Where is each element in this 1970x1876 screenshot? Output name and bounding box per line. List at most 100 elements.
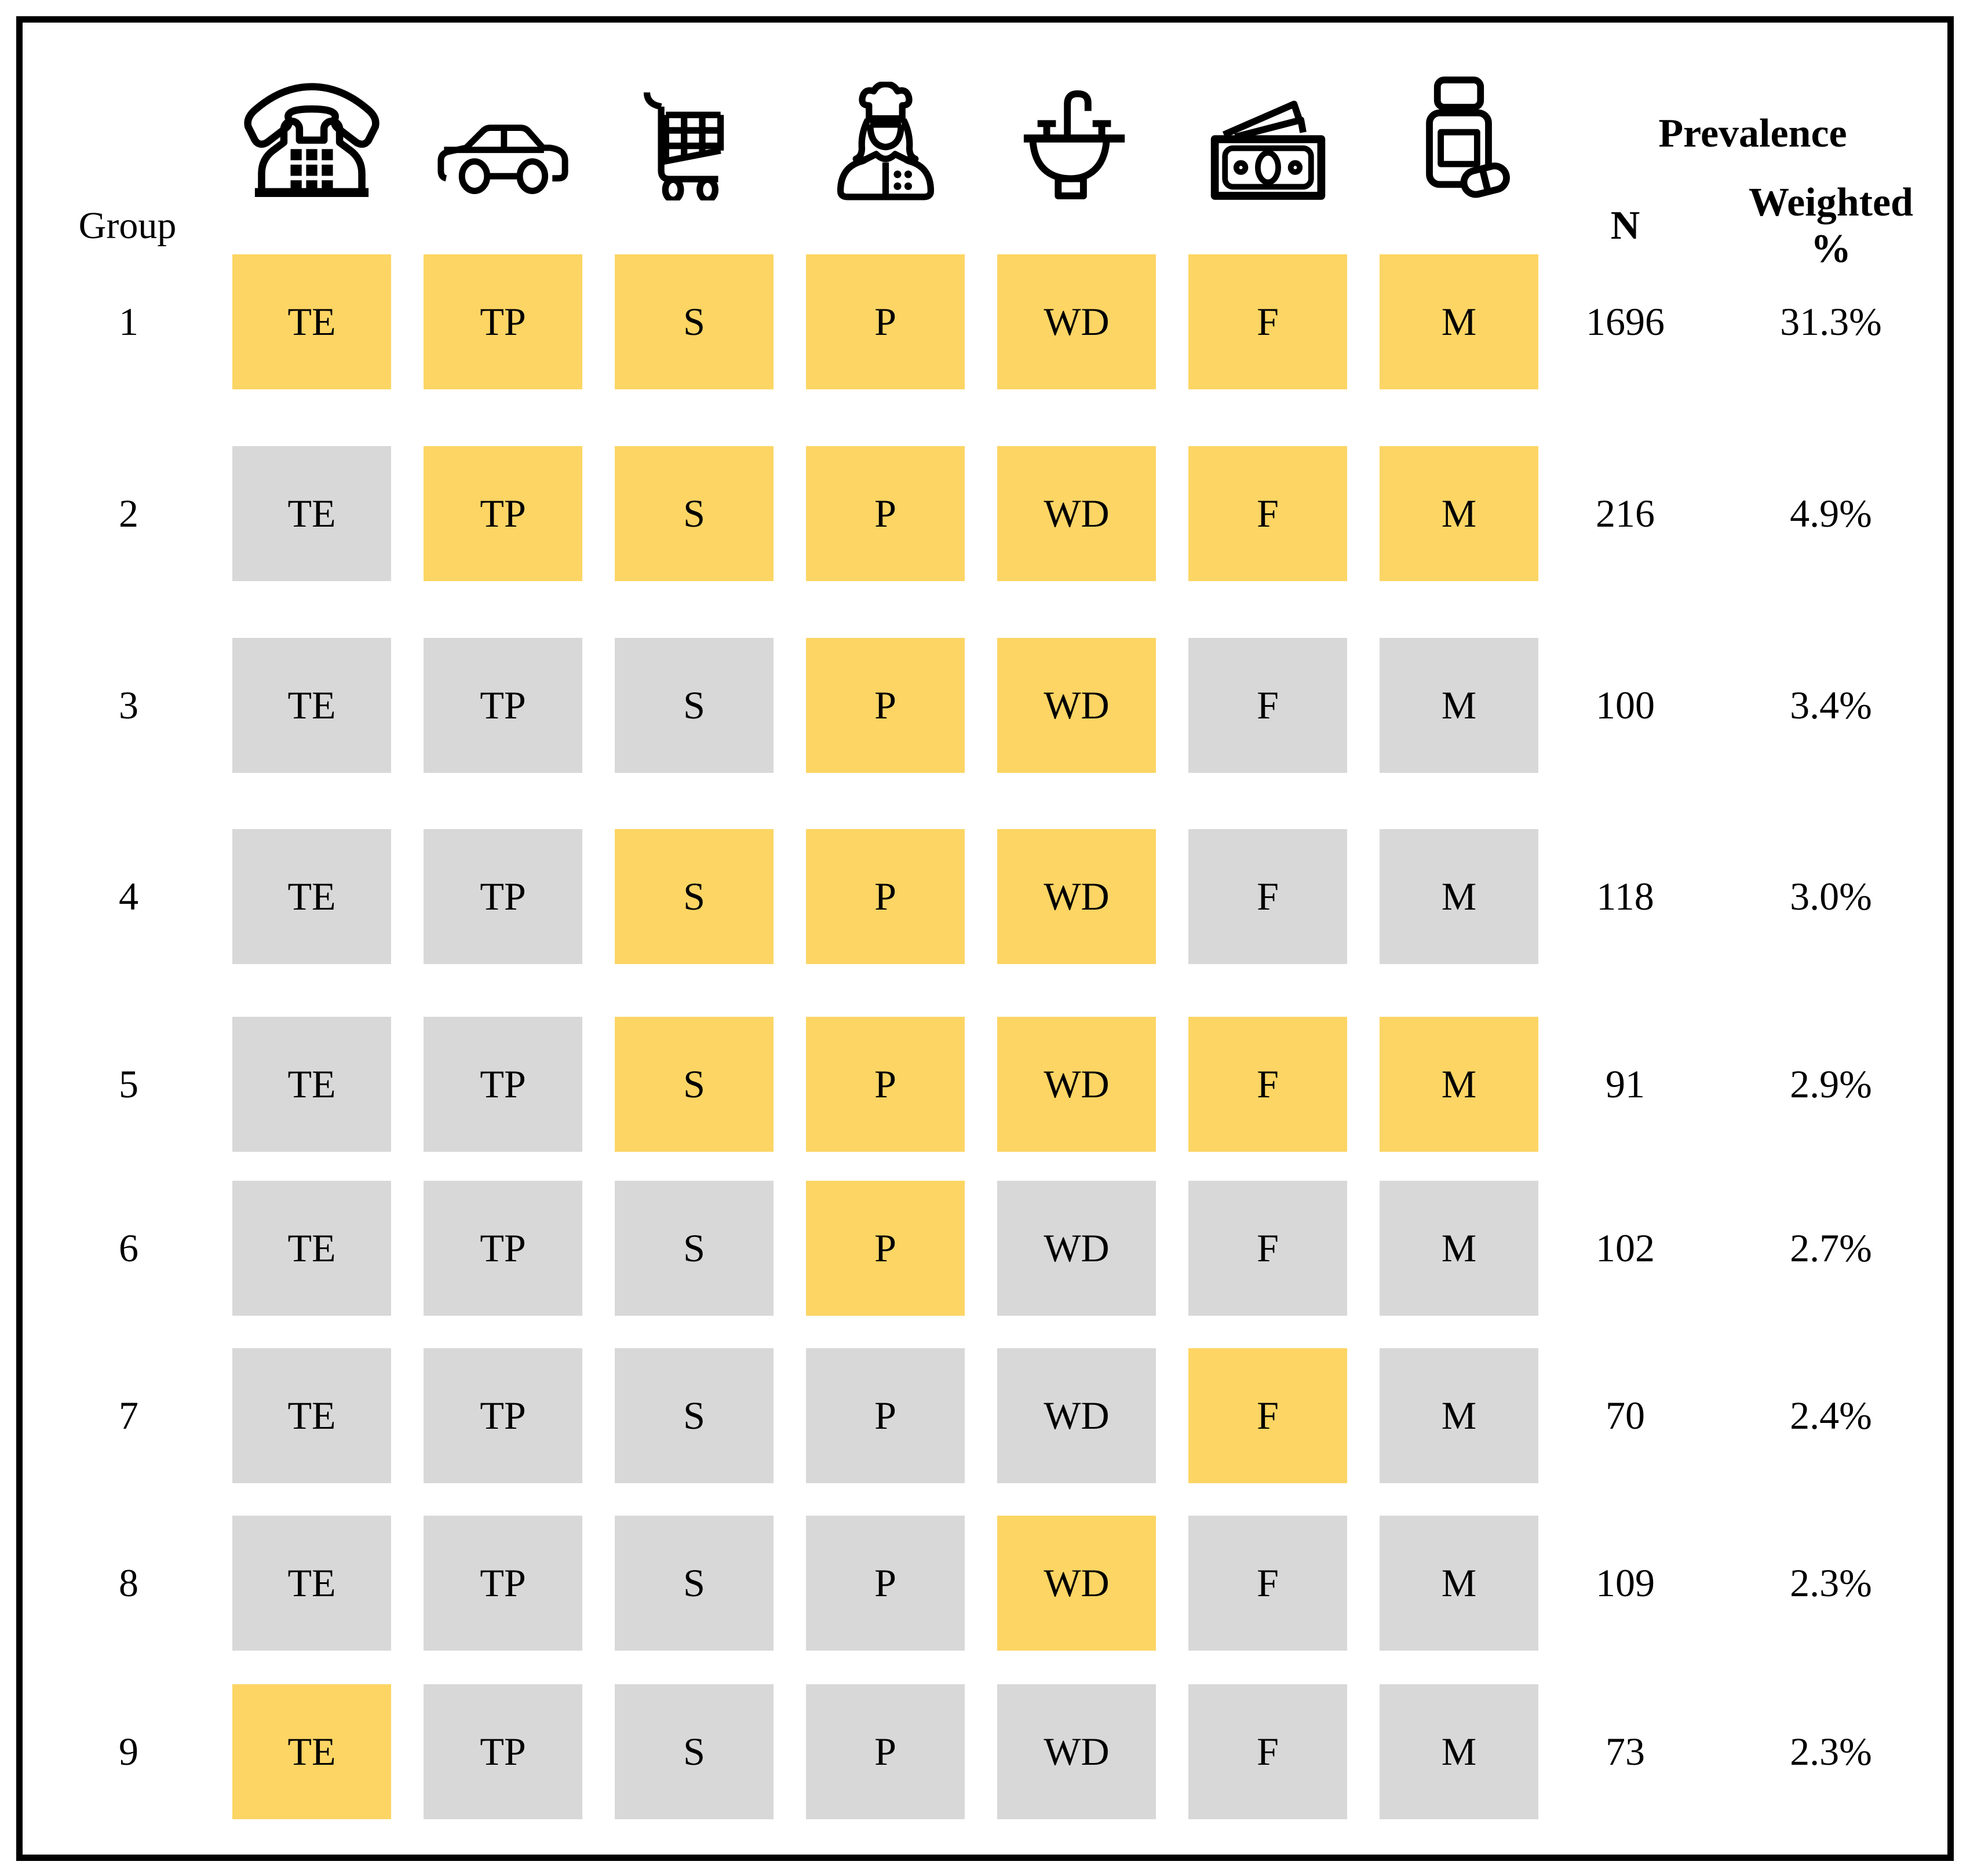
matrix-cell: F xyxy=(1188,1684,1347,1819)
weighted-pct-value: 31.3% xyxy=(1780,300,1882,344)
matrix-cell: TP xyxy=(424,638,582,773)
matrix-cell: P xyxy=(806,1181,965,1316)
n-value: 1696 xyxy=(1586,300,1665,344)
matrix-cell: TE xyxy=(232,1017,391,1152)
matrix-cell: WD xyxy=(997,1017,1156,1152)
matrix-cell: S xyxy=(615,1684,774,1819)
shopping-cart-icon xyxy=(615,68,774,200)
matrix-cell: M xyxy=(1380,1348,1538,1483)
n-value: 91 xyxy=(1606,1062,1645,1106)
matrix-cell: TE xyxy=(232,254,391,389)
matrix-cell: S xyxy=(615,829,774,964)
matrix-cell: P xyxy=(806,446,965,581)
weighted-pct-value: 2.3% xyxy=(1790,1561,1872,1605)
matrix-cell: M xyxy=(1380,829,1538,964)
matrix-cell: S xyxy=(615,1017,774,1152)
weighted-pct-value: 2.7% xyxy=(1790,1226,1872,1270)
matrix-cell: P xyxy=(806,1684,965,1819)
weighted-pct-value: 3.4% xyxy=(1790,683,1872,727)
group-number: 6 xyxy=(119,1226,138,1270)
n-value: 73 xyxy=(1606,1729,1645,1773)
matrix-cell: TE xyxy=(232,1181,391,1316)
n-value: 109 xyxy=(1596,1561,1655,1605)
matrix-cell: S xyxy=(615,1181,774,1316)
matrix-cell: TP xyxy=(424,829,582,964)
matrix-cell: TP xyxy=(424,1348,582,1483)
money-icon xyxy=(1188,68,1347,200)
matrix-cell: F xyxy=(1188,1181,1347,1316)
matrix-cell: F xyxy=(1188,1017,1347,1152)
matrix-cell: TP xyxy=(424,446,582,581)
matrix-cell: TE xyxy=(232,1684,391,1819)
group-column-header: Group xyxy=(78,205,177,247)
matrix-cell: WD xyxy=(997,1516,1156,1651)
matrix-cell: F xyxy=(1188,1516,1347,1651)
prevalence-header: Prevalence xyxy=(1658,111,1847,156)
matrix-cell: WD xyxy=(997,254,1156,389)
matrix-cell: TE xyxy=(232,1516,391,1651)
group-number: 5 xyxy=(119,1062,138,1106)
matrix-cell: S xyxy=(615,254,774,389)
matrix-cell: F xyxy=(1188,254,1347,389)
n-value: 102 xyxy=(1596,1226,1655,1270)
matrix-cell: P xyxy=(806,254,965,389)
weighted-pct-value: 2.4% xyxy=(1790,1393,1872,1437)
weighted-pct-value: 2.3% xyxy=(1790,1729,1872,1773)
weighted-pct-value: 4.9% xyxy=(1790,491,1872,535)
matrix-cell: F xyxy=(1188,1348,1347,1483)
group-number: 1 xyxy=(119,300,138,344)
matrix-cell: WD xyxy=(997,1181,1156,1316)
matrix-cell: P xyxy=(806,1017,965,1152)
car-icon xyxy=(424,68,582,200)
matrix-cell: WD xyxy=(997,1348,1156,1483)
matrix-cell: M xyxy=(1380,1516,1538,1651)
matrix-cell: TE xyxy=(232,446,391,581)
n-value: 216 xyxy=(1596,491,1655,535)
matrix-cell: S xyxy=(615,446,774,581)
weighted-column-header: Weighted % xyxy=(1749,180,1913,271)
matrix-cell: TP xyxy=(424,1684,582,1819)
sink-icon xyxy=(997,68,1156,200)
matrix-cell: S xyxy=(615,638,774,773)
matrix-cell: WD xyxy=(997,638,1156,773)
matrix-cell: TP xyxy=(424,254,582,389)
matrix-cell: M xyxy=(1380,254,1538,389)
matrix-cell: TE xyxy=(232,638,391,773)
matrix-cell: F xyxy=(1188,446,1347,581)
matrix-cell: F xyxy=(1188,638,1347,773)
group-number: 4 xyxy=(119,874,138,918)
matrix-cell: S xyxy=(615,1516,774,1651)
matrix-cell: WD xyxy=(997,829,1156,964)
matrix-cell: TE xyxy=(232,1348,391,1483)
matrix-cell: WD xyxy=(997,1684,1156,1819)
group-number: 3 xyxy=(119,683,138,727)
matrix-cell: P xyxy=(806,829,965,964)
n-value: 70 xyxy=(1606,1393,1645,1437)
matrix-cell: P xyxy=(806,638,965,773)
medication-bottle-icon xyxy=(1380,68,1538,200)
matrix-cell: TP xyxy=(424,1017,582,1152)
matrix-cell: M xyxy=(1380,638,1538,773)
weighted-pct-value: 2.9% xyxy=(1790,1062,1872,1106)
matrix-cell: TE xyxy=(232,829,391,964)
matrix-cell: F xyxy=(1188,829,1347,964)
matrix-cell: M xyxy=(1380,1181,1538,1316)
chef-person-icon xyxy=(806,68,965,200)
telephone-icon xyxy=(232,68,391,200)
matrix-cell: M xyxy=(1380,446,1538,581)
matrix-cell: P xyxy=(806,1348,965,1483)
n-column-header: N xyxy=(1610,203,1640,248)
matrix-cell: TP xyxy=(424,1181,582,1316)
n-value: 100 xyxy=(1596,683,1655,727)
matrix-cell: WD xyxy=(997,446,1156,581)
group-number: 9 xyxy=(119,1729,138,1773)
matrix-cell: M xyxy=(1380,1684,1538,1819)
group-number: 8 xyxy=(119,1561,138,1605)
group-number: 2 xyxy=(119,491,138,535)
weighted-pct-value: 3.0% xyxy=(1790,874,1872,918)
group-number: 7 xyxy=(119,1393,138,1437)
matrix-cell: S xyxy=(615,1348,774,1483)
matrix-cell: M xyxy=(1380,1017,1538,1152)
matrix-cell: TP xyxy=(424,1516,582,1651)
